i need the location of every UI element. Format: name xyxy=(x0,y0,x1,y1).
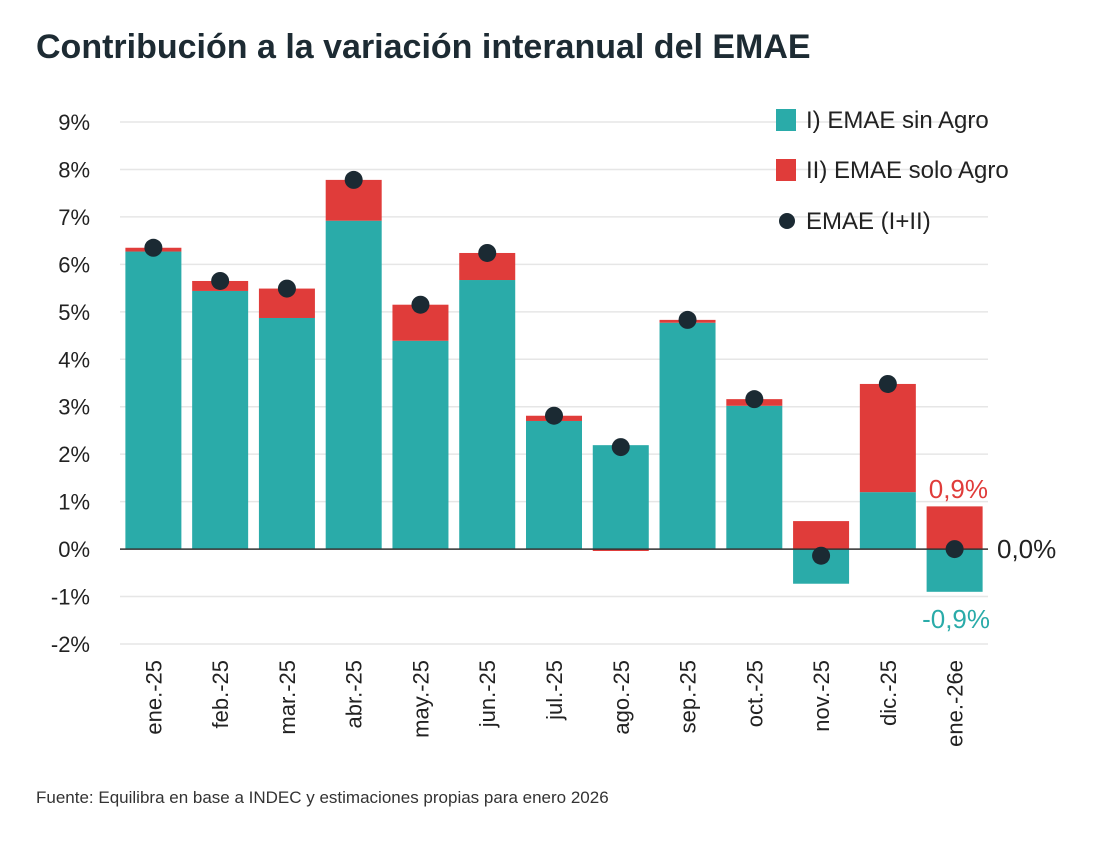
annotation-agro: 0,9% xyxy=(929,474,988,504)
y-tick-label: 0% xyxy=(58,537,90,562)
bar-segment xyxy=(726,405,783,550)
legend-swatch xyxy=(776,159,796,181)
bar-segment xyxy=(859,383,916,493)
bar-segment xyxy=(325,220,382,550)
bar-segment xyxy=(459,280,516,550)
bar-segment xyxy=(659,322,716,550)
source-note: Fuente: Equilibra en base a INDEC y esti… xyxy=(36,788,609,807)
x-tick-label: oct.-25 xyxy=(742,660,767,727)
emae-dot xyxy=(745,390,764,409)
bar-segment xyxy=(592,445,649,550)
y-tick-label: 2% xyxy=(58,442,90,467)
x-tick-label: ene.-25 xyxy=(141,660,166,735)
y-tick-label: 4% xyxy=(58,347,90,372)
y-tick-label: 5% xyxy=(58,300,90,325)
annotation-sin-agro: -0,9% xyxy=(922,604,990,634)
emae-dot xyxy=(545,406,563,425)
y-tick-label: 1% xyxy=(58,490,90,515)
emae-dot xyxy=(945,540,964,559)
y-tick-label: 7% xyxy=(58,205,90,230)
legend-label: EMAE (I+II) xyxy=(806,208,931,235)
bar-segment xyxy=(592,549,649,551)
emae-dot xyxy=(678,310,697,329)
bar-segment xyxy=(392,340,449,550)
legend-label: II) EMAE solo Agro xyxy=(806,157,1009,184)
bar-segment xyxy=(793,521,850,550)
x-tick-label: ene.-26e xyxy=(943,660,968,747)
legend-dot xyxy=(779,213,795,229)
x-tick-label: feb.-25 xyxy=(208,660,233,729)
emae-dot xyxy=(478,243,497,262)
bar-segment xyxy=(192,290,249,550)
emae-dot xyxy=(277,279,296,298)
y-tick-label: 3% xyxy=(58,395,90,420)
legend-label: I) EMAE sin Agro xyxy=(806,107,989,134)
y-tick-label: -1% xyxy=(51,585,90,610)
bar-segment xyxy=(526,420,582,550)
bar-segment xyxy=(258,317,315,550)
x-tick-label: nov.-25 xyxy=(809,660,834,732)
bar-segment xyxy=(859,492,916,550)
emae-dot xyxy=(878,374,897,393)
x-tick-label: dic.-25 xyxy=(876,660,901,726)
x-tick-label: sep.-25 xyxy=(676,660,701,733)
legend-swatch xyxy=(776,109,796,131)
emae-dot xyxy=(812,546,831,565)
emae-dot xyxy=(344,170,363,189)
x-tick-label: mar.-25 xyxy=(275,660,300,735)
x-tick-label: jun.-25 xyxy=(475,660,500,728)
emae-dot xyxy=(144,238,163,257)
x-tick-label: abr.-25 xyxy=(342,660,367,729)
bar-segment xyxy=(125,251,182,550)
emae-dot xyxy=(211,271,230,290)
x-tick-label: may.-25 xyxy=(408,660,433,738)
y-tick-label: 9% xyxy=(58,110,90,135)
emae-dot xyxy=(611,438,630,457)
y-tick-label: 6% xyxy=(58,252,90,277)
y-tick-label: -2% xyxy=(51,632,90,657)
x-tick-label: ago.-25 xyxy=(609,660,634,735)
x-tick-label: jul.-25 xyxy=(542,660,567,721)
annotation-total: 0,0% xyxy=(997,534,1056,564)
chart-title: Contribución a la variación interanual d… xyxy=(36,28,811,66)
emae-dot xyxy=(411,295,430,314)
y-tick-label: 8% xyxy=(58,157,90,182)
